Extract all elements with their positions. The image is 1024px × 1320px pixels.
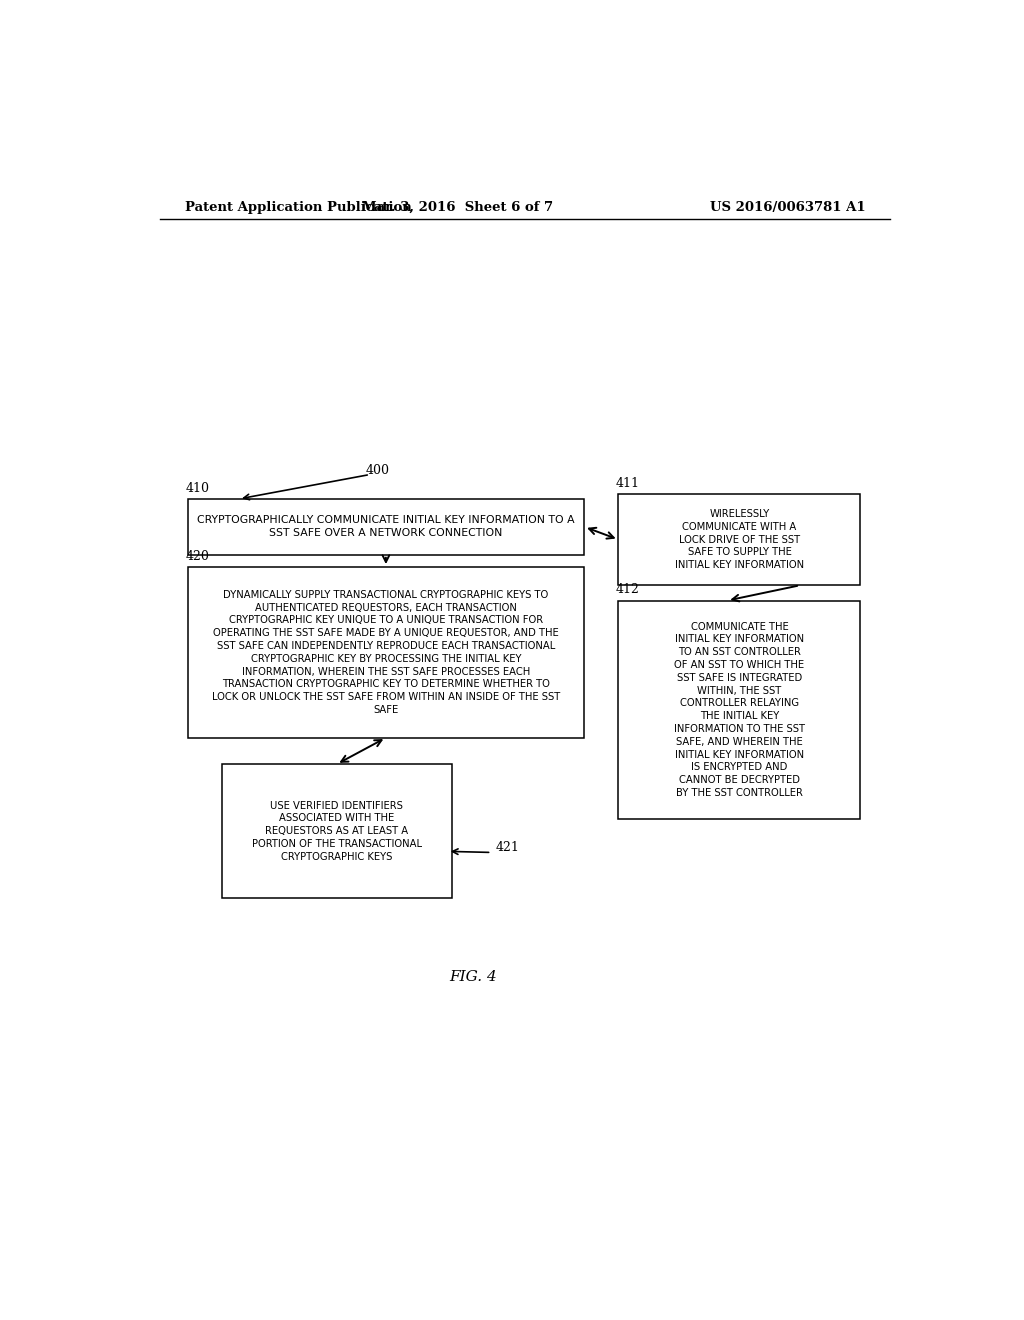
Text: 400: 400	[366, 463, 390, 477]
Bar	[187, 568, 585, 738]
Text: 411: 411	[616, 477, 640, 490]
Text: 420: 420	[185, 550, 209, 562]
Text: Patent Application Publication: Patent Application Publication	[185, 201, 412, 214]
Text: DYNAMICALLY SUPPLY TRANSACTIONAL CRYPTOGRAPHIC KEYS TO
AUTHENTICATED REQUESTORS,: DYNAMICALLY SUPPLY TRANSACTIONAL CRYPTOG…	[212, 590, 560, 715]
Text: 421: 421	[496, 841, 519, 854]
Bar	[187, 499, 585, 554]
Text: COMMUNICATE THE
INITIAL KEY INFORMATION
TO AN SST CONTROLLER
OF AN SST TO WHICH : COMMUNICATE THE INITIAL KEY INFORMATION …	[674, 622, 805, 799]
Bar	[618, 494, 860, 585]
Text: USE VERIFIED IDENTIFIERS
ASSOCIATED WITH THE
REQUESTORS AS AT LEAST A
PORTION OF: USE VERIFIED IDENTIFIERS ASSOCIATED WITH…	[252, 801, 422, 862]
Text: US 2016/0063781 A1: US 2016/0063781 A1	[711, 201, 866, 214]
Text: Mar. 3, 2016  Sheet 6 of 7: Mar. 3, 2016 Sheet 6 of 7	[361, 201, 553, 214]
Text: CRYPTOGRAPHICALLY COMMUNICATE INITIAL KEY INFORMATION TO A
SST SAFE OVER A NETWO: CRYPTOGRAPHICALLY COMMUNICATE INITIAL KE…	[197, 515, 574, 539]
Text: 410: 410	[185, 482, 209, 495]
Bar	[618, 601, 860, 818]
Text: FIG. 4: FIG. 4	[450, 970, 497, 983]
Text: WIRELESSLY
COMMUNICATE WITH A
LOCK DRIVE OF THE SST
SAFE TO SUPPLY THE
INITIAL K: WIRELESSLY COMMUNICATE WITH A LOCK DRIVE…	[675, 510, 804, 570]
Text: 412: 412	[616, 583, 640, 597]
Bar	[221, 764, 452, 899]
